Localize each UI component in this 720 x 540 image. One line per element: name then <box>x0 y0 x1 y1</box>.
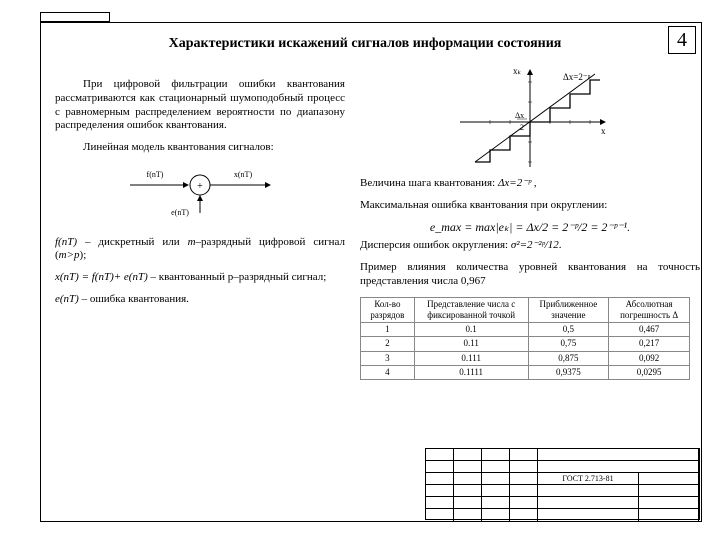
svg-text:Δx=2⁻ᵖ: Δx=2⁻ᵖ <box>563 72 591 82</box>
example-intro: Пример влияния количества уровней кванто… <box>360 261 700 289</box>
table-cell: 0,217 <box>609 337 690 351</box>
table-cell: 0.111 <box>414 351 528 365</box>
formula-emax: e_max = max|eₖ| = Δx/2 = 2⁻ᵖ/2 = 2⁻ᵖ⁻¹. <box>360 220 700 235</box>
quantization-table: Кол-во разрядовПредставление числа с фик… <box>360 297 690 381</box>
step-size: Величина шага квантования: Δx=2⁻ᵖ , <box>360 177 700 191</box>
table-row: 40.11110,93750,0295 <box>361 365 690 379</box>
definition-f: f(nT) – дискретный или m–разрядный цифро… <box>55 236 345 264</box>
table-header: Представление числа с фиксированной точк… <box>414 297 528 323</box>
table-cell: 0,092 <box>609 351 690 365</box>
block-diagram: + f(nT) x(nT) e(nT) <box>55 163 345 224</box>
table-row: 20.110,750,217 <box>361 337 690 351</box>
table-cell: 4 <box>361 365 415 379</box>
intro-paragraph: При цифровой фильтрации ошибки квантован… <box>55 78 345 133</box>
diag-label-f: f(nT) <box>147 170 164 179</box>
title-block-stamp: ГОСТ 2.713-81 <box>425 448 700 520</box>
table-cell: 0,0295 <box>609 365 690 379</box>
model-intro: Линейная модель квантования сигналов: <box>55 141 345 155</box>
svg-text:+: + <box>197 181 203 192</box>
table-cell: 2 <box>361 337 415 351</box>
table-cell: 0,467 <box>609 323 690 337</box>
svg-text:Δx: Δx <box>515 111 524 120</box>
svg-text:x: x <box>601 126 606 136</box>
table-row: 10.10,50,467 <box>361 323 690 337</box>
left-column: При цифровой фильтрации ошибки квантован… <box>55 78 345 315</box>
table-cell: 0,75 <box>528 337 609 351</box>
table-cell: 0.1 <box>414 323 528 337</box>
table-cell: 0,5 <box>528 323 609 337</box>
table-row: 30.1110,8750,092 <box>361 351 690 365</box>
svg-text:2: 2 <box>520 123 524 132</box>
page-number: 4 <box>668 26 696 54</box>
dispersion: Дисперсия ошибок округления: σ²=2⁻²ᵖ/12. <box>360 239 700 253</box>
table-cell: 0.11 <box>414 337 528 351</box>
table-cell: 0,875 <box>528 351 609 365</box>
page-title: Характеристики искажений сигналов информ… <box>70 35 660 53</box>
table-header: Приближенное значение <box>528 297 609 323</box>
diag-label-e: e(nT) <box>171 208 189 217</box>
table-header: Абсолютная погрешность Δ <box>609 297 690 323</box>
header-strip <box>40 12 110 22</box>
table-cell: 1 <box>361 323 415 337</box>
table-header: Кол-во разрядов <box>361 297 415 323</box>
table-cell: 0.1111 <box>414 365 528 379</box>
table-cell: 0,9375 <box>528 365 609 379</box>
svg-text:xₖ: xₖ <box>513 66 522 76</box>
table-cell: 3 <box>361 351 415 365</box>
right-column: xₖ Δx=2⁻ᵖ x Δx 2 Величина шага квантован… <box>360 62 700 380</box>
max-error: Максимальная ошибка квантования при окру… <box>360 199 700 213</box>
quantization-graph: xₖ Δx=2⁻ᵖ x Δx 2 <box>360 62 700 177</box>
diag-label-x: x(nT) <box>234 170 253 179</box>
definition-x: x(nT) = f(nT)+ e(nT) – квантованный p–ра… <box>55 271 345 285</box>
definition-e: e(nT) – ошибка квантования. <box>55 293 345 307</box>
